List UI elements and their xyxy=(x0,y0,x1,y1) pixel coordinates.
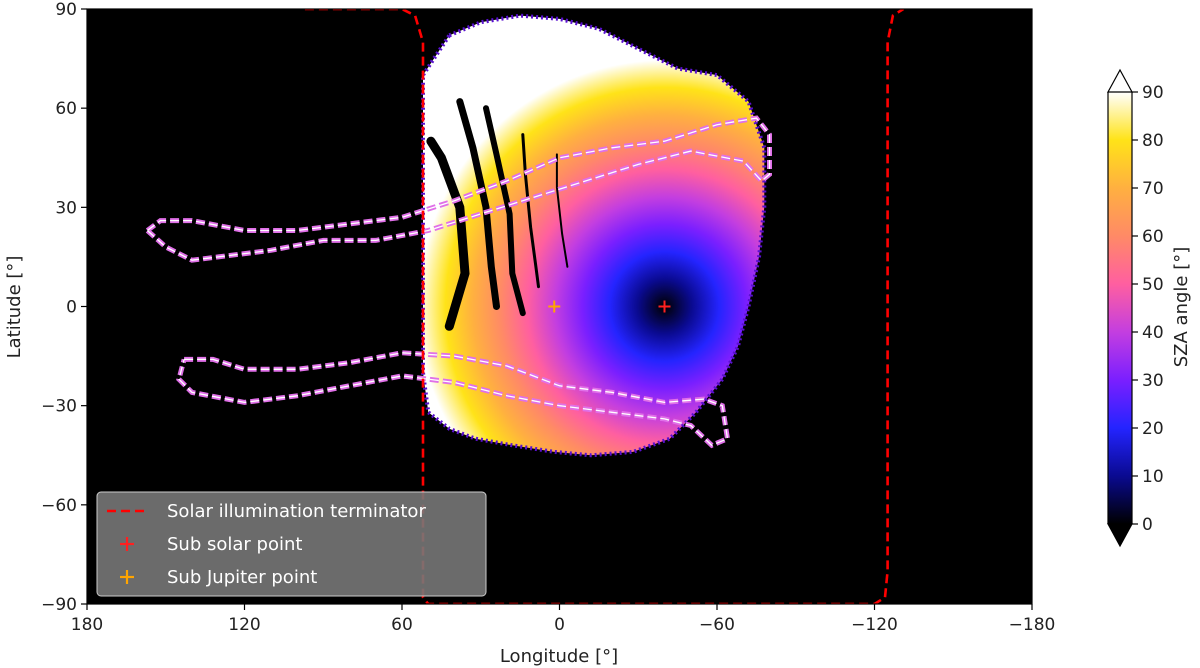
x-tick-label: −120 xyxy=(851,615,898,635)
colorbar-tick-label: 10 xyxy=(1142,467,1164,487)
x-tick-label: −60 xyxy=(699,615,735,635)
x-tick-label: 0 xyxy=(554,615,565,635)
y-tick-label: 30 xyxy=(55,198,77,218)
colorbar-tick-label: 40 xyxy=(1142,323,1164,343)
dark-arc xyxy=(456,98,500,310)
legend-box xyxy=(96,491,487,597)
colorbar-tick-label: 30 xyxy=(1142,371,1164,391)
legend-entry-label: Solar illumination terminator xyxy=(167,501,426,522)
colorbar-label: SZA angle [°] xyxy=(1171,247,1192,368)
legend-swatch-plus xyxy=(120,570,134,584)
legend-swatch-plus xyxy=(120,537,134,551)
x-axis-label: Longitude [°] xyxy=(500,646,618,667)
dark-arc xyxy=(426,136,470,331)
colorbar-tick-label: 90 xyxy=(1142,83,1164,103)
dark-arc xyxy=(555,153,569,268)
y-axis: 90 60 30 0 −30 −60 −90 xyxy=(41,0,87,615)
y-tick-label: 0 xyxy=(66,298,77,318)
contour-layer xyxy=(145,115,772,449)
points-layer xyxy=(548,300,671,313)
x-tick-label: 120 xyxy=(228,615,260,635)
colorbar-extend-max xyxy=(1106,68,1134,93)
colorbar-gradient xyxy=(1108,92,1132,524)
colorbar-tick-label: 60 xyxy=(1142,227,1164,247)
colorbar-extend-min xyxy=(1106,523,1134,548)
colorbar-tick-label: 0 xyxy=(1142,515,1153,535)
dark-arc xyxy=(483,105,526,317)
dark-arc xyxy=(521,133,540,289)
x-tick-label: −180 xyxy=(1009,615,1056,635)
contour-line-core xyxy=(178,352,729,447)
colorbar-tick-label: 70 xyxy=(1142,179,1164,199)
y-tick-label: 90 xyxy=(55,0,77,20)
colorbar-tick-label: 80 xyxy=(1142,131,1164,151)
x-axis: 180 120 60 0 −60 −120 −180 xyxy=(71,604,1056,635)
legend-entry-label: Sub solar point xyxy=(167,534,302,555)
sub-solar-point-marker xyxy=(658,300,671,313)
x-tick-label: 60 xyxy=(391,615,413,635)
y-tick-label: −30 xyxy=(41,397,77,417)
x-tick-label: 180 xyxy=(71,615,103,635)
colorbar: 0 10 20 30 40 50 60 70 80 90 xyxy=(1106,68,1164,548)
y-axis-label: Latitude [°] xyxy=(4,256,25,359)
contour-line-core xyxy=(146,117,771,261)
legend-entry-label: Sub Jupiter point xyxy=(167,567,317,588)
sub-jupiter-point-marker xyxy=(548,300,561,313)
colorbar-tick-label: 20 xyxy=(1142,419,1164,439)
y-tick-label: −60 xyxy=(41,496,77,516)
y-tick-label: −90 xyxy=(41,595,77,615)
y-tick-label: 60 xyxy=(55,99,77,119)
colorbar-frame xyxy=(1107,92,1133,524)
legend: Solar illumination terminator Sub solar p… xyxy=(96,491,487,597)
colorbar-tick-label: 50 xyxy=(1142,275,1164,295)
